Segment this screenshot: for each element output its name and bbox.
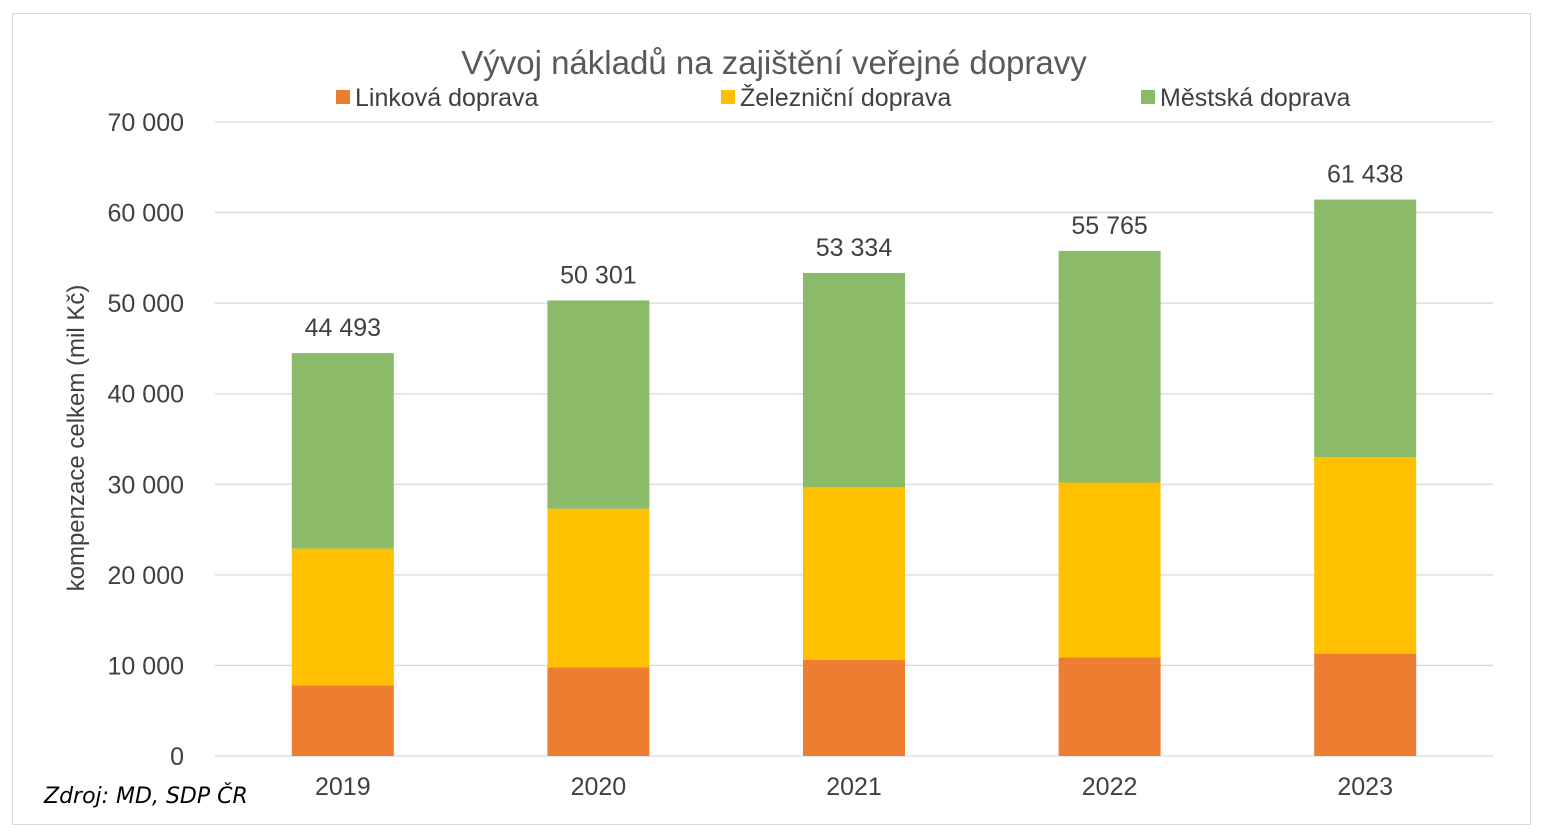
x-tick-label: 2023 xyxy=(1337,773,1393,801)
total-label: 55 765 xyxy=(1071,212,1147,240)
x-tick-label: 2019 xyxy=(315,773,371,801)
total-labels: 44 493 50 301 53 334 55 765 61 438 xyxy=(305,161,1404,342)
x-tick-label: 2021 xyxy=(826,773,882,801)
y-axis-label: kompenzace celkem (mil Kč) xyxy=(63,285,90,592)
bar-segment xyxy=(547,667,650,756)
legend-swatch xyxy=(336,90,350,104)
bar-segment xyxy=(547,300,650,509)
source-note: Zdroj: MD, SDP ČR xyxy=(43,783,248,809)
y-tick-label: 20 000 xyxy=(108,562,184,590)
bar-segment xyxy=(291,548,394,686)
total-label: 53 334 xyxy=(816,234,893,262)
bar-segment xyxy=(1314,199,1417,458)
bar-segment xyxy=(1058,250,1161,483)
y-tick-label: 0 xyxy=(170,743,184,771)
bar-segment xyxy=(803,487,905,660)
legend-swatch xyxy=(721,90,735,104)
bar-segment xyxy=(1314,457,1417,654)
bar-segment xyxy=(291,685,394,756)
bar-segment xyxy=(547,508,650,668)
bars xyxy=(291,199,1417,756)
chart-title: Vývoj nákladů na zajištění veřejné dopra… xyxy=(461,44,1087,81)
x-tick-label: 2020 xyxy=(571,773,627,801)
total-label: 61 438 xyxy=(1327,161,1403,189)
x-axis-ticks: 2019 2020 2021 2022 2023 xyxy=(315,773,1393,801)
legend-label: Železniční doprava xyxy=(740,83,951,112)
bar-segment xyxy=(1058,482,1161,658)
legend-label: Městská doprava xyxy=(1160,84,1350,112)
legend: Linková doprava Železniční doprava Městská… xyxy=(336,83,1350,112)
bar-segment xyxy=(803,272,905,488)
total-label: 50 301 xyxy=(560,261,636,289)
bar-segment xyxy=(803,659,905,756)
legend-swatch xyxy=(1141,90,1155,104)
bar-segment xyxy=(1314,653,1417,756)
bar-segment xyxy=(1058,657,1161,756)
y-tick-label: 50 000 xyxy=(108,290,184,318)
x-tick-label: 2022 xyxy=(1082,773,1138,801)
y-tick-label: 60 000 xyxy=(108,200,184,228)
total-label: 44 493 xyxy=(305,314,381,342)
y-tick-label: 10 000 xyxy=(108,652,184,680)
y-tick-label: 70 000 xyxy=(108,109,184,137)
y-tick-label: 40 000 xyxy=(108,381,184,409)
chart-frame xyxy=(12,13,1531,825)
bar-segment xyxy=(291,353,394,549)
legend-label: Linková doprava xyxy=(355,84,539,112)
y-axis-ticks: 0 10 000 20 000 30 000 40 000 50 000 60 000 70 … xyxy=(108,109,184,771)
y-tick-label: 30 000 xyxy=(108,471,184,499)
